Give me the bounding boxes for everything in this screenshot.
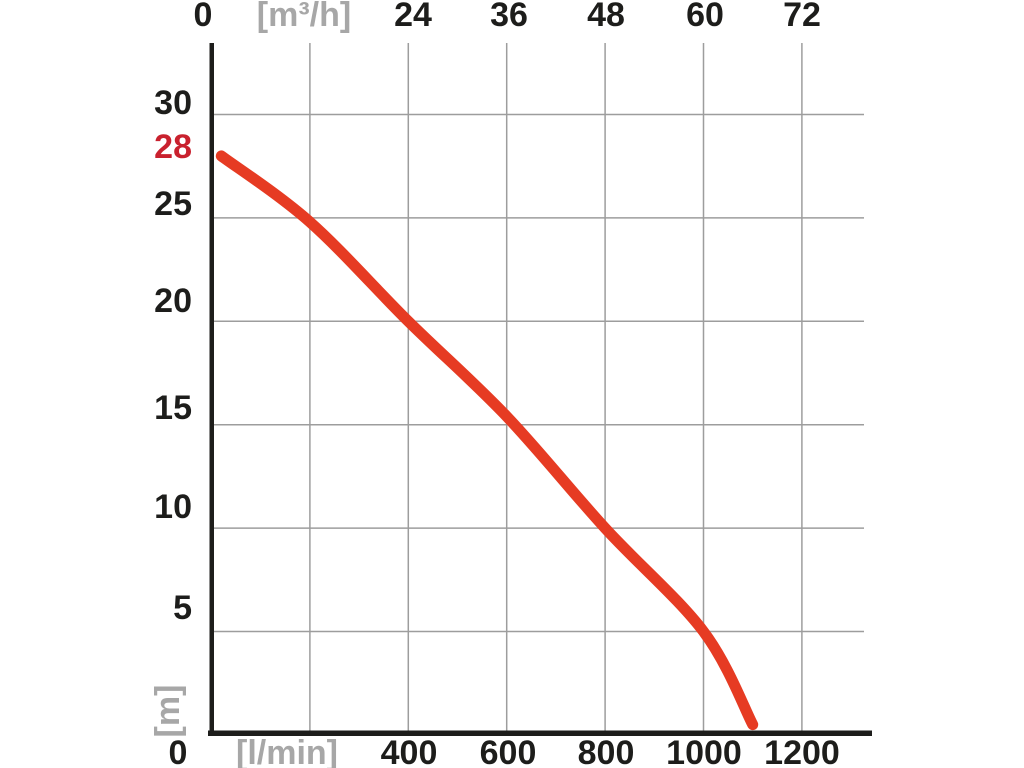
x-bottom-tick-label: 400 [381, 734, 438, 768]
bottom-axis: 0 [l/min] 400 600 800 1000 1200 [169, 734, 840, 768]
gridlines [211, 43, 864, 733]
x-axis-line [208, 730, 872, 736]
y-tick-label-max-head: 28 [154, 128, 192, 166]
x-top-tick-label: 0 [194, 0, 213, 34]
x-bottom-tick-label: 800 [578, 734, 635, 768]
x-top-tick-label: 24 [394, 0, 432, 34]
y-axis-line [209, 43, 214, 736]
x-top-tick-label: 72 [783, 0, 821, 34]
x-top-tick-label: 36 [490, 0, 528, 34]
top-axis-unit-label: [m³/h] [257, 0, 351, 34]
x-bottom-tick-label: 600 [480, 734, 537, 768]
left-axis: 30 28 25 20 15 10 5 [m] [149, 84, 192, 737]
x-top-tick-label: 48 [587, 0, 625, 34]
left-axis-unit-label: [m] [149, 685, 187, 738]
x-top-tick-label: 60 [686, 0, 724, 34]
x-bottom-tick-label: 1000 [666, 734, 742, 768]
pump-curve [215, 150, 759, 731]
y-tick-label: 10 [154, 488, 192, 526]
y-tick-label: 30 [154, 84, 192, 122]
top-axis: 0 [m³/h] 24 36 48 60 72 [194, 0, 821, 34]
y-tick-label: 5 [173, 589, 192, 627]
x-bottom-tick-label: 0 [169, 734, 188, 768]
y-tick-label: 25 [154, 185, 192, 223]
bottom-axis-unit-label: [l/min] [236, 734, 338, 768]
y-tick-label: 15 [154, 389, 192, 427]
y-tick-label: 20 [154, 282, 192, 320]
x-bottom-tick-label: 1200 [764, 734, 840, 768]
